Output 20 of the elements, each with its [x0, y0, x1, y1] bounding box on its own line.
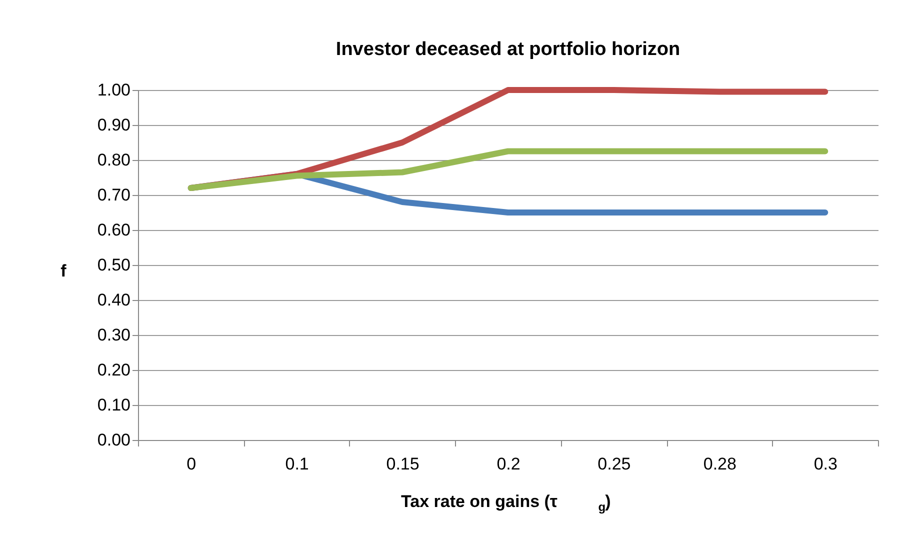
x-tick-label: 0.2 [496, 454, 520, 474]
y-axis-title: f [60, 262, 67, 280]
y-tick-label: 0.10 [97, 396, 130, 414]
y-tick-label: 1.00 [97, 80, 130, 100]
y-tick-label: 0.30 [97, 326, 130, 344]
x-tick-label: 0.28 [703, 454, 736, 474]
y-tick-label: 0.40 [97, 290, 130, 310]
y-tick-label: 0.50 [97, 256, 130, 274]
x-tick-label: 0.3 [814, 454, 838, 474]
y-tick-label: 0.80 [97, 150, 130, 170]
y-tick-label: 0.00 [97, 430, 130, 450]
x-tick-label: 0.1 [285, 454, 309, 474]
chart-title: Investor deceased at portfolio horizon [336, 39, 680, 60]
y-tick-label: 0.60 [97, 220, 130, 240]
y-tick-label: 0.20 [97, 360, 130, 380]
y-tick-label: 0.70 [97, 186, 130, 204]
y-tick-label: 0.90 [97, 116, 130, 134]
x-tick-label: 0.15 [386, 454, 420, 474]
x-tick-label: 0 [186, 454, 196, 474]
x-tick-label: 0.25 [598, 454, 631, 474]
